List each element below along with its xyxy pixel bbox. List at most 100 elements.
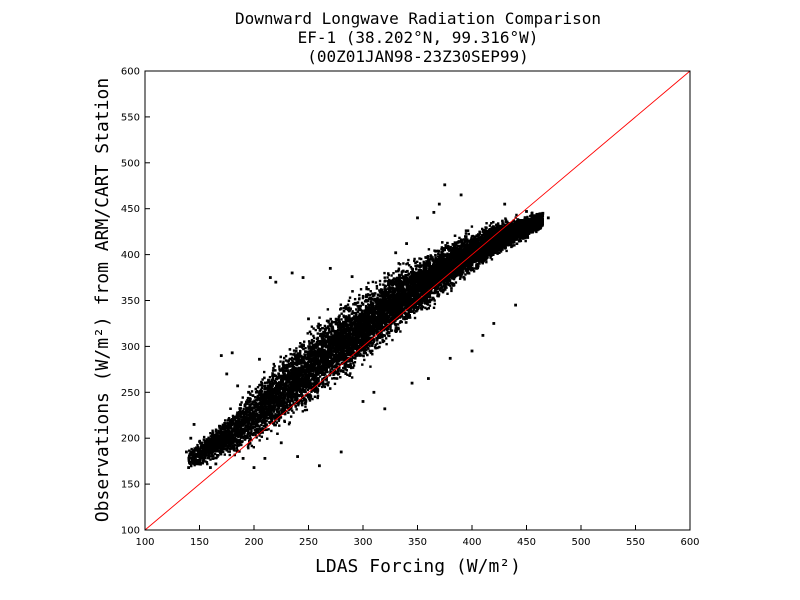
data-point bbox=[386, 276, 389, 279]
data-point bbox=[376, 342, 379, 345]
data-point bbox=[242, 437, 245, 440]
data-point bbox=[256, 386, 260, 389]
data-point bbox=[348, 314, 351, 318]
data-point bbox=[323, 345, 327, 348]
data-point bbox=[311, 385, 315, 389]
chart-subtitle-period: (00Z01JAN98-23Z30SEP99) bbox=[307, 47, 529, 66]
data-point bbox=[326, 308, 330, 311]
data-point bbox=[266, 437, 269, 440]
data-point bbox=[254, 395, 257, 399]
data-point bbox=[348, 296, 352, 299]
data-point bbox=[437, 284, 440, 288]
data-point bbox=[308, 342, 311, 345]
data-point bbox=[228, 453, 231, 457]
data-point bbox=[497, 224, 500, 227]
data-point bbox=[366, 336, 369, 340]
data-point bbox=[408, 316, 412, 319]
data-point bbox=[307, 347, 310, 350]
data-point bbox=[288, 402, 292, 405]
data-point bbox=[273, 364, 276, 368]
data-point bbox=[395, 329, 398, 333]
data-point bbox=[398, 263, 402, 266]
data-point bbox=[310, 338, 314, 342]
data-point bbox=[268, 421, 272, 425]
data-point bbox=[490, 228, 494, 232]
data-point bbox=[317, 356, 320, 360]
data-point bbox=[233, 415, 237, 419]
data-point bbox=[352, 362, 355, 365]
data-point bbox=[404, 273, 407, 277]
data-point bbox=[378, 289, 381, 292]
data-point bbox=[315, 375, 318, 378]
data-point bbox=[519, 238, 522, 241]
data-point bbox=[409, 265, 413, 269]
data-point bbox=[191, 462, 195, 465]
data-point bbox=[193, 463, 196, 467]
data-point bbox=[219, 453, 223, 456]
data-point bbox=[283, 374, 287, 377]
data-point bbox=[196, 443, 199, 447]
data-point bbox=[278, 367, 281, 371]
data-point bbox=[191, 454, 194, 457]
data-point bbox=[258, 439, 261, 442]
data-point bbox=[473, 267, 477, 270]
data-point bbox=[230, 446, 233, 449]
data-point bbox=[291, 360, 295, 364]
data-point bbox=[229, 418, 232, 422]
data-point bbox=[361, 296, 365, 300]
data-point bbox=[314, 349, 317, 352]
data-point bbox=[353, 329, 357, 333]
data-point bbox=[470, 225, 474, 228]
data-point bbox=[188, 449, 191, 452]
data-point bbox=[295, 399, 299, 403]
data-point bbox=[526, 236, 530, 239]
data-point bbox=[217, 429, 220, 432]
data-point bbox=[361, 309, 364, 312]
data-point bbox=[273, 408, 276, 411]
data-point bbox=[306, 332, 309, 335]
data-point bbox=[250, 430, 253, 434]
data-point bbox=[246, 396, 250, 400]
data-point bbox=[375, 284, 379, 288]
data-point bbox=[383, 286, 386, 290]
data-point bbox=[365, 287, 368, 291]
data-point bbox=[398, 283, 402, 286]
data-point bbox=[316, 394, 320, 398]
data-point bbox=[338, 325, 342, 328]
data-point bbox=[389, 327, 392, 331]
data-point bbox=[286, 360, 289, 363]
data-point bbox=[274, 423, 277, 427]
data-point bbox=[250, 432, 253, 436]
data-point bbox=[309, 332, 313, 336]
data-point bbox=[284, 395, 287, 398]
data-point bbox=[368, 342, 372, 345]
data-point bbox=[285, 403, 289, 407]
data-point bbox=[416, 307, 420, 311]
data-point bbox=[481, 230, 484, 233]
data-point bbox=[268, 375, 272, 379]
data-point bbox=[251, 402, 254, 406]
data-point bbox=[374, 281, 378, 284]
data-point bbox=[219, 434, 223, 438]
data-point bbox=[384, 337, 388, 340]
data-point bbox=[446, 252, 449, 255]
data-point bbox=[266, 393, 269, 396]
data-point bbox=[297, 366, 301, 370]
data-point bbox=[282, 360, 285, 364]
data-point bbox=[323, 378, 327, 381]
data-point bbox=[261, 431, 264, 434]
data-point bbox=[239, 409, 242, 412]
data-point bbox=[382, 334, 385, 337]
data-point bbox=[392, 271, 395, 275]
chart-title: Downward Longwave Radiation Comparison bbox=[235, 9, 601, 28]
data-point bbox=[413, 316, 417, 320]
data-point bbox=[263, 381, 267, 385]
data-point bbox=[328, 327, 331, 331]
data-point bbox=[349, 372, 352, 375]
data-point bbox=[462, 238, 466, 241]
data-point bbox=[331, 377, 334, 380]
data-point bbox=[325, 366, 329, 369]
data-point bbox=[271, 376, 275, 380]
data-point bbox=[365, 286, 368, 289]
data-point bbox=[410, 267, 414, 270]
